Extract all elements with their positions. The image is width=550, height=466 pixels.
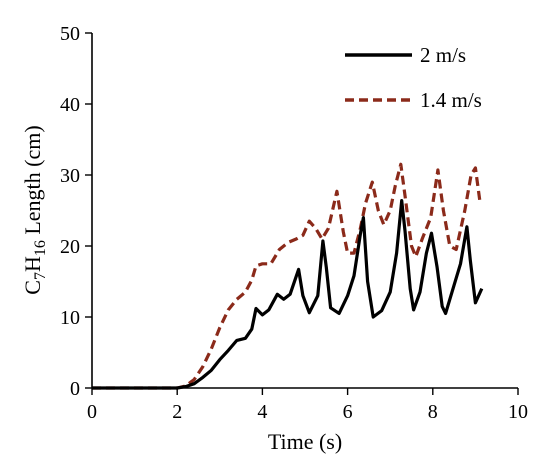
axes bbox=[91, 33, 518, 389]
y-axis-title-mid: H bbox=[20, 256, 45, 272]
y-tick-label: 30 bbox=[60, 165, 80, 187]
plot-area bbox=[92, 162, 484, 390]
y-axis-title-sub1: 7 bbox=[32, 272, 49, 280]
series-line-1-4-ms bbox=[92, 162, 482, 390]
x-tick-label: 8 bbox=[428, 401, 438, 423]
y-ticks: 0 10 20 30 40 50 bbox=[60, 23, 92, 400]
x-tick-label: 2 bbox=[172, 401, 182, 423]
x-tick-label: 6 bbox=[343, 401, 353, 423]
legend-label: 2 m/s bbox=[420, 43, 466, 67]
x-axis-title: Time (s) bbox=[268, 429, 342, 454]
y-axis-title-suffix: Length (cm) bbox=[20, 125, 45, 240]
x-tick-label: 10 bbox=[508, 401, 528, 423]
y-tick-label: 20 bbox=[60, 236, 80, 258]
legend: 2 m/s 1.4 m/s bbox=[345, 43, 482, 112]
y-tick-label: 10 bbox=[60, 307, 80, 329]
x-ticks: 0 2 4 6 8 10 bbox=[87, 388, 528, 423]
y-axis-title-prefix: C bbox=[20, 280, 45, 295]
y-axis-title: C7H16 Length (cm) bbox=[20, 125, 49, 294]
y-tick-label: 50 bbox=[60, 23, 80, 45]
y-axis-title-sub2: 16 bbox=[32, 240, 49, 256]
y-tick-label: 40 bbox=[60, 94, 80, 116]
y-tick-label: 0 bbox=[70, 378, 80, 400]
legend-label: 1.4 m/s bbox=[420, 88, 482, 112]
x-tick-label: 0 bbox=[87, 401, 97, 423]
x-tick-label: 4 bbox=[257, 401, 267, 423]
series-line-2-ms bbox=[92, 199, 484, 390]
